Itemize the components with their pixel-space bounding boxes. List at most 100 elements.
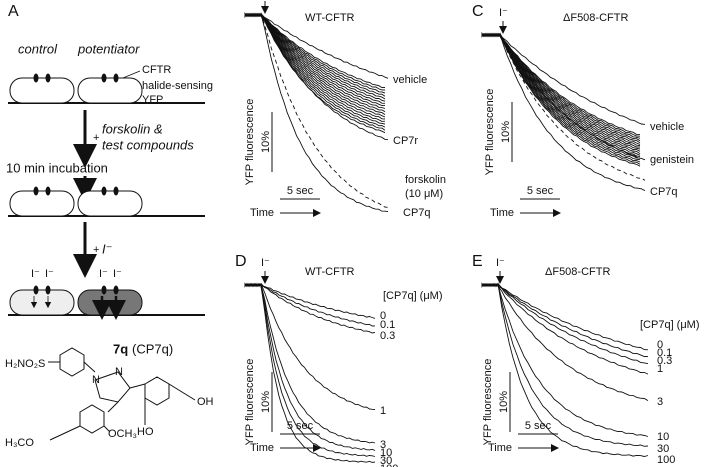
trace (244, 12, 389, 208)
trace-label: (10 μM) (405, 188, 443, 200)
legend-title: [CP7q] (μM) (640, 319, 700, 331)
trace-label: 3 (657, 396, 663, 408)
trace-label: 100 (657, 454, 675, 466)
chem-label: 7q (113, 341, 128, 356)
cftr (101, 73, 107, 83)
label: test compounds (102, 137, 194, 152)
trace (481, 282, 649, 447)
chem-group: H₂NO₂S (5, 358, 45, 370)
y-scale-label: 10% (498, 391, 510, 413)
label: CFTR (142, 64, 171, 76)
cell (77, 190, 143, 217)
label: control (18, 41, 58, 56)
trace-label: 10 (380, 447, 392, 459)
label: 10 min incubation (6, 160, 108, 175)
chem-atom: N (92, 374, 100, 386)
x-scale-label: 5 sec (287, 185, 314, 197)
trace-label: 0.1 (380, 319, 395, 331)
trace-label: 0.3 (657, 355, 672, 367)
chem-label: (CP7q) (132, 341, 173, 356)
label: + (93, 132, 99, 144)
stimulus-label: I⁻ (496, 257, 505, 269)
panel-title: WT-CFTR (305, 266, 355, 278)
cftr (45, 285, 51, 295)
cftr (113, 285, 119, 295)
label: halide-sensing (142, 80, 213, 92)
trace-label: 0.1 (657, 347, 672, 359)
y-scale-label: 10% (260, 131, 272, 153)
trace-label: 100 (380, 463, 398, 467)
trace (481, 282, 649, 437)
chem-group: OCH₃ (108, 428, 137, 440)
trace (481, 282, 649, 375)
label: + (93, 244, 99, 256)
x-scale-label: 5 sec (527, 185, 554, 197)
panel-title: ΔF508-CFTR (563, 12, 628, 24)
y-scale-label: 10% (500, 121, 512, 143)
label: YFP (142, 94, 163, 106)
cell (77, 289, 143, 316)
structure (48, 347, 196, 441)
stimulus-label: I⁻ (499, 7, 508, 19)
trace (244, 12, 389, 213)
trace (481, 32, 641, 137)
panel-letter: D (235, 253, 247, 270)
y-label: YFP fluorescence (482, 359, 494, 446)
trace-label: genistein (650, 154, 694, 166)
cell (9, 190, 75, 217)
trace (481, 282, 649, 457)
panel-title: WT-CFTR (305, 12, 355, 24)
panel-letter: C (472, 3, 484, 20)
trace (244, 282, 376, 444)
trace-label: 1 (380, 405, 386, 417)
trace-label: 3 (380, 439, 386, 451)
trace-label: CP7q (650, 186, 678, 198)
trace-label: vehicle (650, 121, 684, 133)
trace-label: CP7r (393, 135, 418, 147)
cftr (45, 73, 51, 83)
time-label: Time (488, 442, 512, 454)
trace (481, 282, 649, 401)
trace-label: 0.3 (380, 330, 395, 342)
chem-group: HO (137, 426, 154, 438)
y-label: YFP fluorescence (244, 99, 256, 186)
ion-label: I⁻ (31, 268, 40, 280)
ion-label: I⁻ (99, 268, 108, 280)
cell (9, 289, 75, 316)
panel-a: A control potentiator CFTR halide-sensin… (5, 3, 214, 449)
time-label: Time (250, 442, 274, 454)
cftr (113, 186, 119, 196)
x-scale-label: 5 sec (525, 420, 552, 432)
trace (244, 12, 389, 79)
trace-label: 0 (380, 310, 386, 322)
y-scale-label: 10% (260, 391, 272, 413)
cftr (45, 186, 51, 196)
trace (244, 12, 389, 141)
chem-group: OH (197, 396, 214, 408)
label: I⁻ (102, 241, 112, 256)
trace-label: 10 (657, 431, 669, 443)
label: forskolin & (102, 121, 163, 136)
panel-letter: E (472, 253, 483, 270)
time-label: Time (490, 207, 514, 219)
trace (244, 12, 386, 104)
trace-label: 30 (657, 443, 669, 455)
cftr (33, 73, 39, 83)
x-scale-label: 5 sec (287, 420, 314, 432)
cftr (33, 285, 39, 295)
cftr (101, 285, 107, 295)
cftr (33, 186, 39, 196)
trace (244, 12, 386, 91)
cftr (101, 186, 107, 196)
trace-label: 1 (657, 363, 663, 375)
chem-atom: N (115, 366, 123, 378)
cell (9, 77, 75, 104)
trace-label: CP7q (403, 207, 431, 219)
time-label: Time (250, 207, 274, 219)
label: potentiator (77, 41, 140, 56)
stimulus-label: I⁻ (261, 257, 270, 269)
cftr (113, 73, 119, 83)
trace (244, 282, 376, 463)
trace (244, 282, 376, 410)
